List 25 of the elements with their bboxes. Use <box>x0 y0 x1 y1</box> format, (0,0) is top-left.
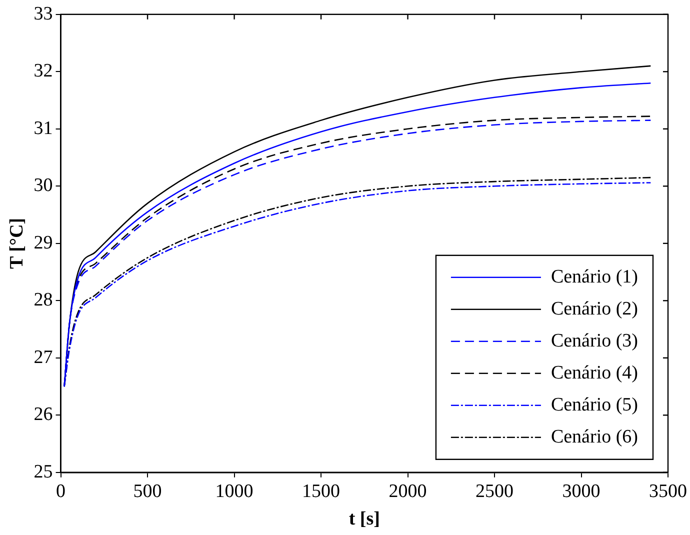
y-tick-label: 29 <box>34 232 53 254</box>
y-tick-label: 26 <box>34 404 53 426</box>
y-tick-label: 25 <box>34 461 53 482</box>
legend-label: Cenário (1) <box>550 266 638 288</box>
y-tick-label: 27 <box>34 346 53 368</box>
y-tick-label: 28 <box>34 290 53 311</box>
legend-label: Cenário (3) <box>550 330 638 352</box>
x-tick-label: 1500 <box>302 480 340 502</box>
y-tick-label: 30 <box>34 175 53 196</box>
legend-label: Cenário (2) <box>550 298 638 320</box>
y-tick-label: 33 <box>34 3 53 24</box>
y-axis-title: T [°C] <box>6 218 28 269</box>
x-tick-label: 500 <box>133 480 162 502</box>
x-tick-label: 3000 <box>562 480 600 502</box>
x-tick-label: 2500 <box>476 480 514 502</box>
x-tick-label: 0 <box>56 480 66 502</box>
x-tick-label: 2000 <box>388 480 427 502</box>
y-tick-label: 32 <box>34 60 53 82</box>
y-tick-label: 31 <box>34 118 53 139</box>
x-tick-label: 3500 <box>649 480 687 502</box>
legend-label: Cenário (6) <box>550 426 638 448</box>
legend-label: Cenário (5) <box>550 394 638 416</box>
x-tick-label: 1000 <box>215 480 254 502</box>
legend-label: Cenário (4) <box>550 362 638 384</box>
x-axis-title: t [s] <box>348 508 380 530</box>
